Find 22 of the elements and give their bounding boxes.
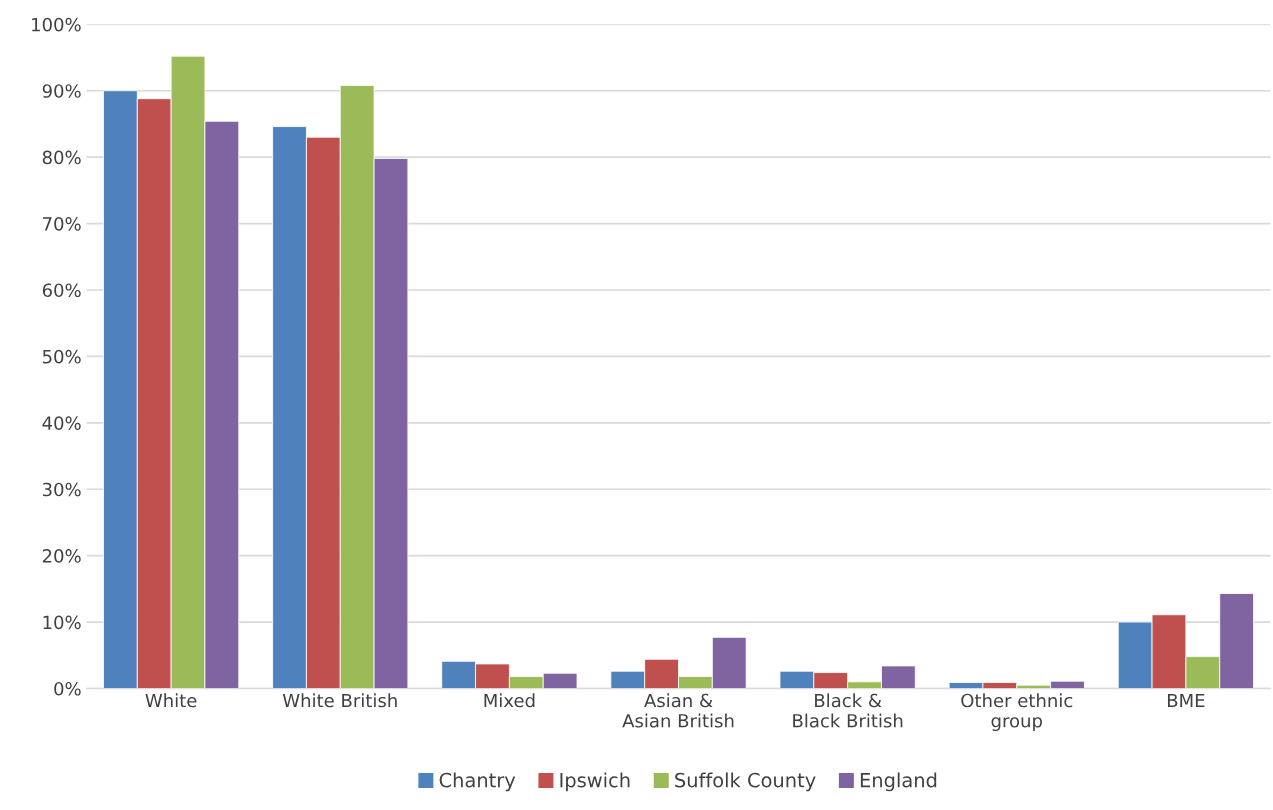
y-tick-label: 100%	[32, 17, 81, 32]
y-tick-label: 80%	[42, 150, 81, 165]
y-tick-label: 90%	[42, 84, 81, 98]
y-tick-label: 30%	[42, 482, 81, 497]
y-tick-label: 40%	[42, 416, 81, 430]
x-tick-label: BME	[1167, 693, 1205, 708]
legend-label: England	[860, 772, 937, 792]
x-tick-label: Black & Black British	[793, 693, 903, 728]
y-tick-label: 70%	[43, 217, 81, 231]
legend-label: Ipswich	[560, 772, 630, 792]
y-tick-label: 10%	[43, 615, 81, 630]
x-tick-label: Mixed	[484, 693, 535, 708]
x-tick-label: Asian & Asian British	[622, 693, 734, 728]
legend-label: Suffolk County	[675, 772, 816, 792]
y-tick-label: 60%	[42, 283, 81, 298]
y-tick-label: 0%	[54, 681, 81, 696]
x-tick-label: White British	[282, 693, 397, 708]
y-tick-label: 20%	[42, 549, 81, 563]
x-tick-label: White	[145, 693, 197, 708]
legend-label: Chantry	[439, 772, 516, 792]
y-tick-label: 50%	[42, 349, 81, 364]
x-tick-label: Other ethnic group	[961, 693, 1073, 732]
